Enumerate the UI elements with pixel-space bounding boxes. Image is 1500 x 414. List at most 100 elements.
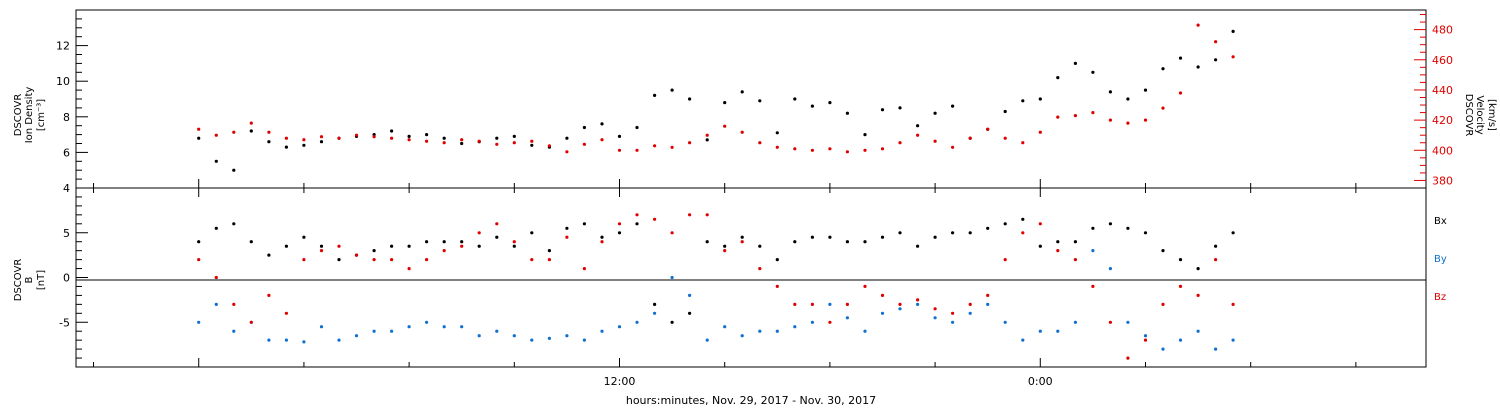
velocity-point	[1073, 114, 1077, 118]
velocity-point	[1178, 91, 1183, 95]
bx-point	[1143, 231, 1148, 235]
velocity-point	[530, 139, 534, 143]
velocity-point	[1056, 115, 1060, 119]
bx-point	[1091, 226, 1095, 230]
by-point	[933, 316, 937, 320]
bz-point	[512, 240, 516, 244]
density-point	[600, 122, 604, 126]
legend-bx: Bx	[1434, 216, 1447, 227]
bx-point	[653, 302, 657, 306]
density-point	[775, 131, 779, 135]
by-point	[547, 336, 552, 340]
by-point	[635, 320, 639, 324]
bx-point	[460, 240, 464, 244]
by-point	[828, 302, 832, 306]
bx-point	[1161, 249, 1165, 253]
velocity-point	[1214, 40, 1218, 44]
by-point	[354, 334, 359, 338]
by-point	[460, 325, 464, 329]
velocity-point	[653, 144, 657, 148]
bx-point	[1196, 267, 1200, 271]
bottom-panel-frame	[75, 187, 1427, 368]
by-point	[582, 338, 587, 342]
bz-point	[617, 222, 622, 226]
velocity-point	[951, 145, 955, 149]
velocity-point	[898, 141, 902, 145]
velocity-point	[1143, 118, 1148, 122]
velocity-ylabel-line-1: DSCOVR	[1463, 94, 1474, 137]
by-point	[1126, 320, 1130, 324]
b-tick-label: -5	[59, 316, 70, 329]
bz-point	[425, 258, 429, 262]
density-point	[793, 97, 797, 101]
bz-point	[267, 293, 271, 297]
bx-point	[670, 320, 674, 324]
bz-point	[547, 258, 552, 262]
by-point	[530, 338, 534, 342]
bx-point	[740, 235, 744, 239]
velocity-point	[635, 148, 639, 152]
bz-point	[653, 217, 657, 221]
bx-point	[390, 244, 394, 248]
bz-point	[337, 244, 341, 248]
ion-density-ylabel-line-3: [cm⁻³]	[36, 99, 47, 131]
density-tick-label: 8	[63, 111, 70, 124]
bx-point	[214, 226, 218, 230]
bz-point	[1021, 231, 1025, 235]
bx-point	[916, 244, 920, 248]
b-tick-label: 5	[63, 227, 70, 240]
bz-point	[1056, 249, 1060, 253]
by-point	[407, 325, 411, 329]
bx-point	[530, 231, 534, 235]
bz-point	[1003, 258, 1007, 262]
velocity-point	[512, 141, 516, 145]
velocity-ylabel-line-2: Velocity	[1474, 95, 1485, 134]
density-point	[933, 111, 937, 115]
bx-point	[758, 244, 762, 248]
by-point	[880, 311, 885, 315]
by-point	[600, 329, 604, 333]
by-point	[670, 275, 674, 280]
velocity-point	[968, 136, 972, 140]
bz-point	[565, 235, 569, 239]
bx-point	[1214, 244, 1218, 248]
bz-point	[319, 249, 324, 253]
ion-density-ylabel-line-1: DSCOVR	[13, 94, 24, 137]
density-point	[828, 101, 832, 105]
b-tick-label: 0	[63, 272, 70, 285]
bx-point	[775, 258, 779, 262]
velocity-point	[1021, 141, 1025, 145]
bx-point	[197, 240, 201, 244]
bz-point	[390, 258, 394, 262]
by-point	[916, 302, 920, 306]
density-point	[688, 97, 692, 101]
velocity-point	[828, 147, 832, 151]
density-tick-label: 12	[56, 40, 70, 53]
velocity-point	[232, 130, 236, 134]
bx-point	[1003, 222, 1007, 226]
bz-point	[1161, 302, 1165, 306]
by-point	[1056, 329, 1060, 333]
density-point	[407, 134, 411, 138]
by-point	[425, 320, 429, 324]
bx-point	[495, 235, 499, 239]
bz-point	[986, 293, 990, 297]
x-axis-title: hours:minutes, Nov. 29, 2017 - Nov. 30, …	[626, 394, 876, 407]
bx-point	[863, 240, 867, 244]
velocity-point	[863, 148, 867, 152]
density-point	[758, 99, 762, 103]
velocity-point	[197, 127, 201, 131]
bz-point	[197, 258, 201, 262]
bx-point	[1038, 244, 1042, 248]
density-point	[302, 143, 306, 147]
top-panel-points	[197, 23, 1235, 172]
velocity-point	[407, 138, 411, 142]
legend-by: By	[1434, 254, 1447, 265]
density-point	[442, 136, 446, 140]
by-point	[267, 338, 271, 342]
bx-point	[442, 240, 446, 244]
bz-point	[495, 222, 499, 226]
by-point	[302, 340, 306, 344]
